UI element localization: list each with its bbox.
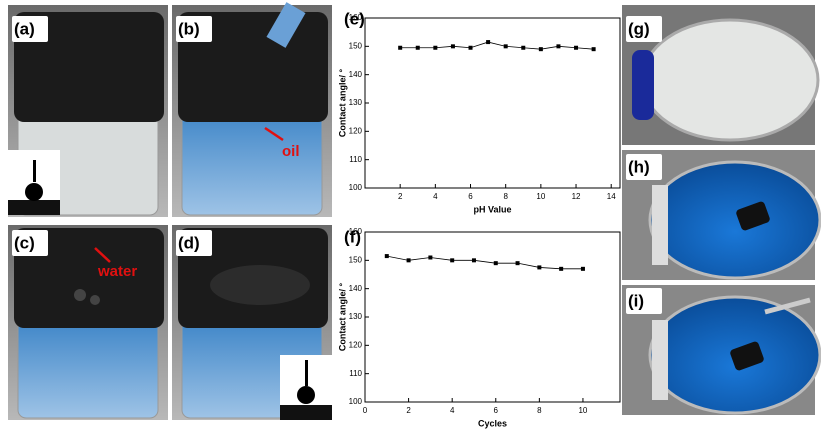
x-tick-label: 6 — [468, 192, 473, 201]
y-tick-label: 130 — [349, 312, 363, 321]
data-line — [400, 41, 594, 50]
y-tick-label: 160 — [349, 13, 363, 22]
label-box — [626, 288, 662, 314]
photo — [8, 225, 168, 420]
data-point — [486, 40, 491, 45]
y-tick-label: 140 — [349, 284, 363, 293]
label-box — [176, 16, 212, 42]
annotation: oil — [282, 143, 300, 160]
data-point — [406, 258, 411, 263]
panel-label: (e) — [344, 9, 365, 28]
label-box — [626, 154, 662, 180]
x-axis-label: Cycles — [478, 418, 507, 428]
panel-label: (i) — [628, 291, 644, 310]
y-tick-label: 150 — [349, 255, 363, 264]
data-point — [468, 45, 473, 50]
label-box — [12, 230, 48, 256]
data-point — [428, 255, 433, 260]
data-point — [574, 45, 579, 50]
y-axis-label: Contact angle/ ° — [337, 69, 347, 138]
plot-frame — [364, 231, 621, 403]
photo — [622, 150, 821, 280]
data-point — [503, 44, 508, 49]
y-tick-label: 100 — [349, 397, 363, 406]
data-point — [537, 265, 542, 270]
label-box — [626, 16, 662, 42]
x-tick-label: 8 — [537, 406, 542, 415]
data-line — [386, 255, 583, 270]
data-point — [591, 47, 596, 52]
panel-label: (c) — [14, 233, 35, 252]
y-tick-label: 150 — [349, 41, 363, 50]
y-tick-label: 140 — [349, 70, 363, 79]
y-tick-label: 100 — [349, 183, 363, 192]
panel-label: (h) — [628, 157, 650, 176]
panel-label: (b) — [178, 19, 200, 38]
panel-label: (g) — [628, 19, 650, 38]
y-tick-label: 110 — [349, 155, 362, 164]
panel-label: (d) — [178, 233, 200, 252]
data-point — [398, 45, 403, 50]
data-point — [556, 44, 561, 49]
x-tick-label: 10 — [536, 192, 545, 201]
data-point — [580, 266, 585, 271]
panel-label: (a) — [14, 19, 35, 38]
y-tick-label: 130 — [349, 98, 363, 107]
y-tick-label: 110 — [349, 369, 362, 378]
annotation: water — [97, 263, 137, 280]
photo — [622, 5, 820, 145]
y-axis-label: Contact angle/ ° — [337, 283, 347, 352]
data-point — [450, 44, 455, 49]
photo — [172, 2, 332, 217]
data-point — [515, 261, 520, 266]
data-point — [433, 45, 438, 50]
x-tick-label: 12 — [572, 192, 581, 201]
x-tick-label: 4 — [450, 406, 455, 415]
label-box — [176, 230, 212, 256]
photo — [8, 5, 168, 217]
arrow — [94, 247, 111, 263]
panel-label: (f) — [344, 227, 361, 246]
data-point — [493, 261, 498, 266]
y-tick-label: 120 — [349, 340, 363, 349]
x-tick-label: 4 — [433, 192, 438, 201]
x-tick-label: 8 — [503, 192, 508, 201]
x-tick-label: 10 — [578, 406, 587, 415]
data-point — [450, 258, 455, 263]
arrow — [264, 126, 284, 142]
label-box — [12, 16, 48, 42]
x-tick-label: 14 — [607, 192, 616, 201]
x-axis-label: pH Value — [473, 204, 511, 214]
photo — [172, 225, 332, 420]
x-tick-label: 2 — [398, 192, 403, 201]
photo — [622, 285, 821, 415]
data-point — [471, 258, 476, 263]
x-tick-label: 6 — [494, 406, 499, 415]
x-tick-label: 2 — [406, 406, 411, 415]
data-point — [415, 45, 420, 50]
data-point — [521, 45, 526, 50]
y-tick-label: 160 — [349, 227, 363, 236]
data-point — [538, 47, 543, 52]
data-point — [559, 266, 564, 271]
y-tick-label: 120 — [349, 126, 363, 135]
data-point — [384, 254, 389, 259]
x-tick-label: 0 — [363, 406, 368, 415]
